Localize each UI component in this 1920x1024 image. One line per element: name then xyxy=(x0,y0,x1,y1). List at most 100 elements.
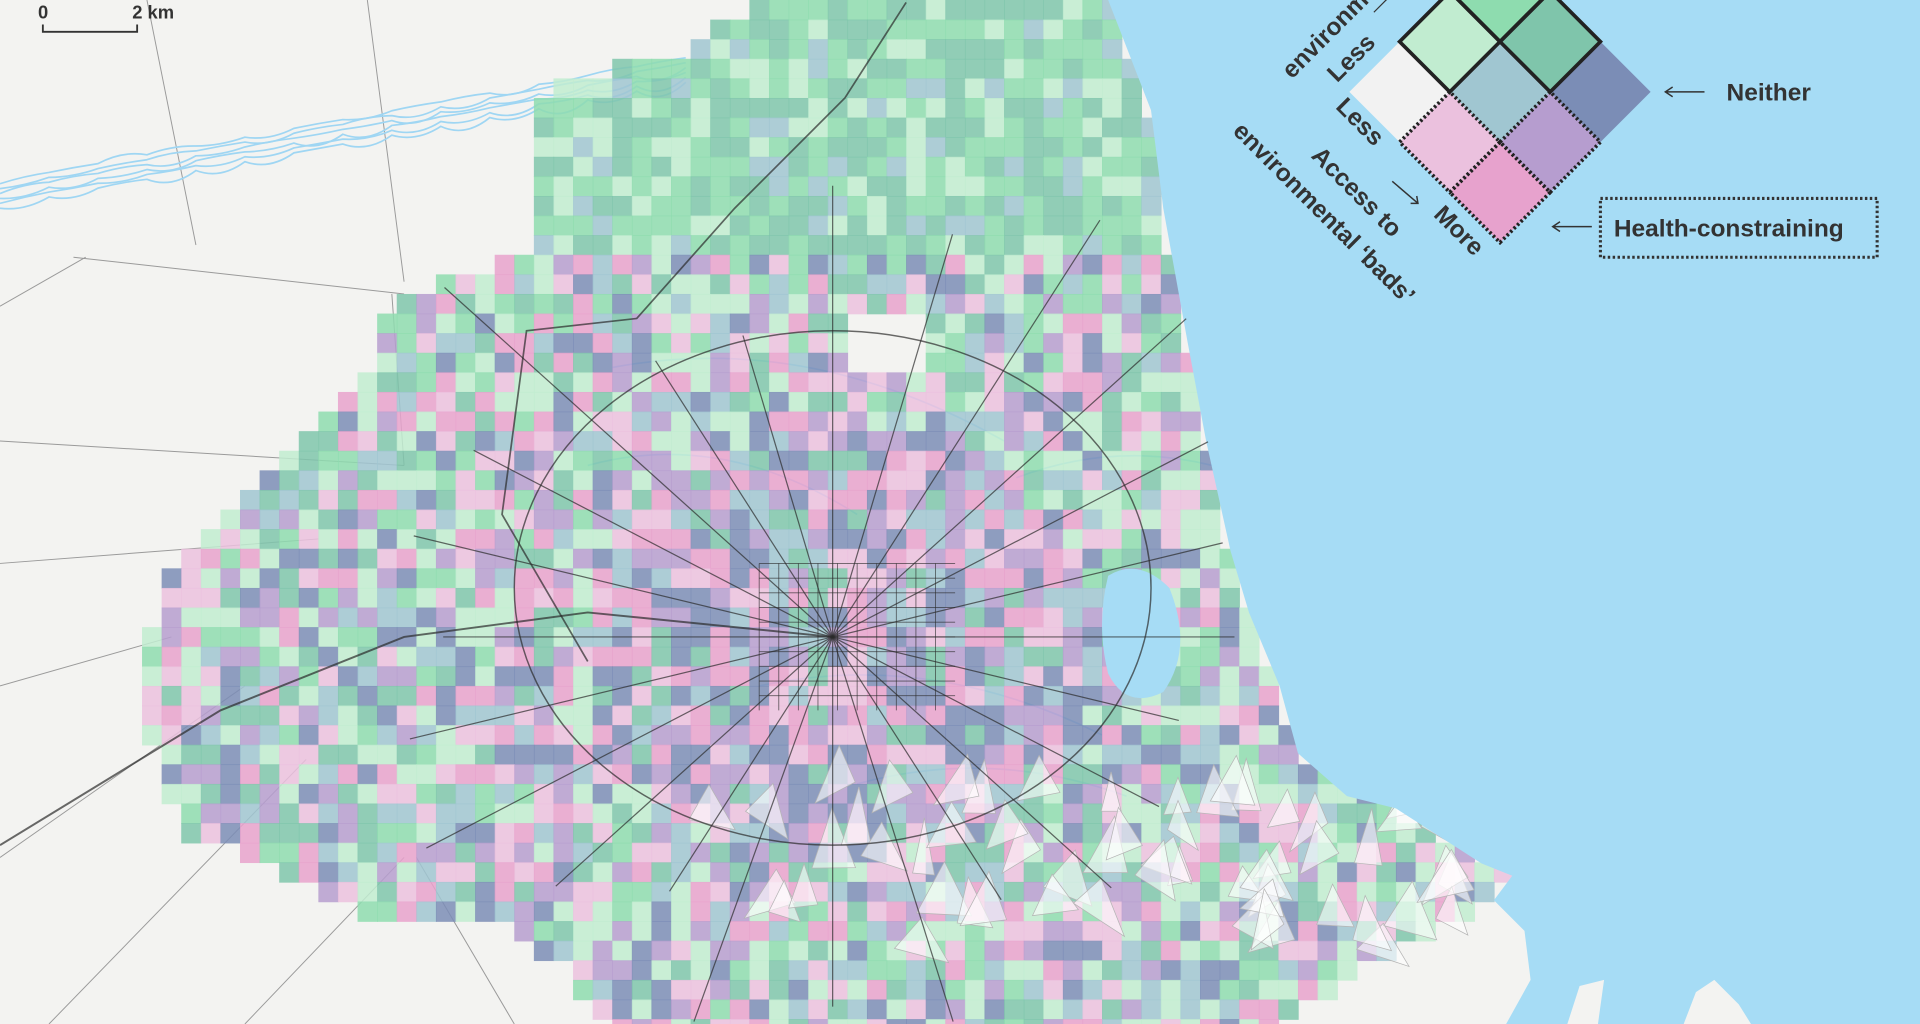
area-unit xyxy=(631,176,653,197)
area-unit xyxy=(494,862,516,883)
area-unit xyxy=(592,137,613,158)
area-unit xyxy=(279,803,300,824)
area-unit xyxy=(475,489,496,511)
area-unit xyxy=(866,19,888,40)
area-unit xyxy=(1082,646,1103,668)
area-unit xyxy=(1376,862,1397,883)
area-unit xyxy=(1102,725,1123,746)
area-unit xyxy=(749,979,770,1001)
area-unit xyxy=(827,509,849,530)
area-unit xyxy=(925,999,947,1020)
area-unit xyxy=(964,960,986,981)
area-unit xyxy=(1043,411,1064,432)
hill-ridge xyxy=(932,753,980,806)
area-unit xyxy=(788,725,809,746)
area-unit xyxy=(259,685,280,707)
area-unit xyxy=(925,979,947,1001)
area-unit xyxy=(1180,901,1201,922)
area-unit xyxy=(729,1019,751,1024)
area-unit xyxy=(318,666,339,687)
area-unit xyxy=(729,803,751,824)
area-unit xyxy=(357,862,378,883)
area-unit xyxy=(1102,450,1123,472)
area-unit xyxy=(533,372,555,393)
area-unit xyxy=(279,548,300,570)
area-unit xyxy=(612,783,633,805)
area-unit xyxy=(768,842,790,864)
area-unit xyxy=(906,725,927,746)
area-unit xyxy=(866,235,888,256)
area-unit xyxy=(964,607,986,628)
area-unit xyxy=(808,548,829,570)
area-unit xyxy=(337,548,359,570)
area-unit xyxy=(749,235,770,256)
area-unit xyxy=(514,764,535,785)
area-unit xyxy=(1043,313,1064,334)
area-unit xyxy=(671,607,692,628)
area-unit xyxy=(318,489,339,511)
area-unit xyxy=(220,627,241,648)
area-unit xyxy=(690,156,711,178)
area-unit xyxy=(1121,803,1142,824)
area-unit xyxy=(514,431,535,452)
area-unit xyxy=(945,450,966,472)
area-unit xyxy=(651,1019,672,1024)
area-unit xyxy=(142,627,163,648)
area-unit xyxy=(964,97,986,119)
area-unit xyxy=(631,548,653,570)
area-unit xyxy=(1102,744,1123,766)
area-unit xyxy=(690,489,711,511)
area-unit xyxy=(318,842,339,864)
area-unit xyxy=(651,97,672,119)
area-unit xyxy=(690,529,711,550)
area-unit xyxy=(690,97,711,119)
area-unit xyxy=(984,529,1005,550)
area-unit xyxy=(1023,78,1044,99)
area-unit xyxy=(259,666,280,687)
area-unit xyxy=(749,764,770,785)
area-unit xyxy=(1102,529,1123,550)
area-unit xyxy=(1160,352,1182,374)
area-unit xyxy=(788,97,809,119)
area-unit xyxy=(749,450,770,472)
area-unit xyxy=(553,176,574,197)
area-unit xyxy=(808,489,829,511)
area-unit xyxy=(1121,117,1142,138)
area-unit xyxy=(357,529,378,550)
area-unit xyxy=(945,725,966,746)
area-unit xyxy=(1160,470,1182,491)
area-unit xyxy=(1141,725,1162,746)
area-unit xyxy=(729,568,751,589)
area-unit xyxy=(788,803,809,824)
area-unit xyxy=(592,117,613,138)
area-unit xyxy=(729,921,751,942)
area-unit xyxy=(945,137,966,158)
area-unit xyxy=(416,489,437,511)
area-unit xyxy=(1278,764,1299,785)
area-unit xyxy=(1004,666,1025,687)
area-unit xyxy=(475,293,496,315)
area-unit xyxy=(181,823,202,844)
area-unit xyxy=(690,254,711,276)
area-unit xyxy=(651,509,672,530)
area-unit xyxy=(573,529,594,550)
area-unit xyxy=(1219,979,1240,1001)
roads xyxy=(0,1,1235,1022)
area-unit xyxy=(827,58,849,80)
area-unit xyxy=(612,274,633,295)
legend-cell-bads2-goods2 xyxy=(1550,41,1651,143)
area-unit xyxy=(279,509,300,530)
area-unit xyxy=(416,333,437,354)
area-unit xyxy=(396,509,418,530)
area-unit xyxy=(318,783,339,805)
area-unit xyxy=(651,960,672,981)
area-unit xyxy=(886,979,907,1001)
area-unit xyxy=(612,254,633,276)
area-unit xyxy=(690,1019,711,1024)
area-unit xyxy=(729,705,751,726)
area-unit xyxy=(866,548,888,570)
area-unit xyxy=(906,215,927,236)
area-unit xyxy=(514,607,535,628)
area-unit xyxy=(1141,940,1162,962)
